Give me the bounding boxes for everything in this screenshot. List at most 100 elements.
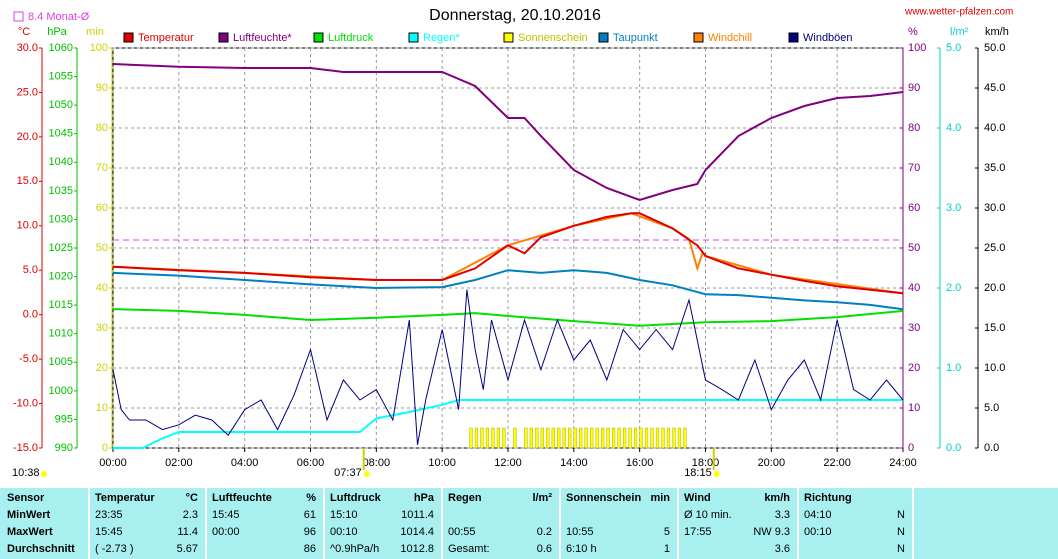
series-line (113, 399, 903, 449)
sunshine-bar (628, 427, 632, 449)
sunshine-bar (524, 427, 528, 449)
sunshine-bar (546, 427, 550, 449)
column-header: Sonnenschein (566, 492, 642, 504)
x-tick-label: 10:00 (428, 457, 456, 469)
series-line (112, 289, 904, 445)
y-tick-label: 50 (96, 242, 108, 254)
x-tick-label: 00:00 (99, 457, 127, 469)
legend-label: Luftdruck (328, 32, 374, 44)
sunshine-bar (672, 427, 676, 449)
y-tick-label: 1060 (49, 42, 73, 54)
y-tick-label: 60 (96, 202, 108, 214)
x-tick-label: 24:00 (889, 457, 917, 469)
sunshine-bar (666, 427, 671, 449)
y-tick-label: 50 (908, 242, 920, 254)
y-tick-label: 10 (908, 402, 920, 414)
y-tick-label: 80 (96, 122, 108, 134)
sunshine-bar (540, 427, 544, 449)
column-separator (441, 488, 443, 559)
cell-time: 17:55 (684, 526, 712, 538)
y-tick-label: 80 (908, 122, 920, 134)
sunshine-bar (562, 427, 566, 449)
y-tick-label: 20.0 (984, 282, 1005, 294)
sunshine-bar (485, 427, 490, 449)
y-tick-label: 90 (908, 82, 920, 94)
y-tick-label: 25.0 (17, 86, 38, 98)
cell-value: 96 (303, 526, 316, 538)
y-tick-label: 1000 (49, 385, 73, 397)
axis-unit: l/m² (950, 26, 969, 38)
y-tick-label: 20.0 (17, 131, 38, 143)
sunshine-bar (611, 427, 616, 449)
y-tick-label: 30 (908, 322, 920, 334)
y-tick-label: 5.0 (946, 42, 961, 54)
legend-marker (598, 32, 609, 43)
sunshine-bar (677, 427, 682, 449)
column-unit: l/m² (532, 492, 552, 504)
legend-label: Regen* (423, 32, 460, 44)
column-header: Wind (684, 492, 711, 504)
x-tick-label: 04:00 (231, 457, 259, 469)
y-tick-label: 100 (90, 42, 108, 54)
y-tick-label: 1050 (49, 99, 73, 111)
column-separator (797, 488, 799, 559)
y-tick-label: 1.0 (946, 362, 961, 374)
x-tick-label: 02:00 (165, 457, 193, 469)
sunshine-bar (568, 427, 572, 449)
cell-time: Ø 10 min. (684, 509, 732, 521)
y-tick-label: 1055 (49, 70, 73, 82)
row-label: Durchschnitt (7, 543, 75, 555)
sunshine-bar (644, 427, 649, 449)
column-unit: % (306, 492, 316, 504)
series-line (112, 308, 904, 327)
cell-value: 3.3 (774, 509, 790, 521)
y-tick-label: 20 (96, 362, 108, 374)
y-tick-label: 995 (55, 413, 73, 425)
sunshine-bar (595, 427, 599, 449)
y-tick-label: 1020 (49, 270, 73, 282)
month-average-marker (13, 11, 24, 22)
legend-label: Luftfeuchte* (233, 32, 292, 44)
column-separator (205, 488, 207, 559)
sunshine-bar (551, 427, 555, 449)
x-tick-label: 16:00 (626, 457, 654, 469)
cell-time: 00:00 (212, 526, 240, 538)
column-header: Richtung (804, 492, 852, 504)
sunshine-bar (496, 427, 501, 449)
sunshine-bar (633, 427, 638, 449)
y-tick-label: 10.0 (984, 362, 1005, 374)
y-tick-label: 0.0 (23, 309, 38, 321)
source: www.wetter-pfalzen.com (904, 7, 1013, 18)
day-length: 10:38 (12, 467, 40, 479)
sunshine-bar (474, 427, 479, 449)
y-tick-label: 1030 (49, 213, 73, 225)
y-tick-label: 1015 (49, 299, 73, 311)
cell-value: 5 (663, 526, 670, 538)
y-tick-label: 5.0 (23, 264, 38, 276)
sunshine-bar (529, 427, 533, 449)
stats-table: Sensor Temperatur °C Luftfeuchte% Luftdruck h… (0, 488, 1058, 559)
x-tick-label: 06:00 (297, 457, 325, 469)
sun-event-label: 18:15 (684, 467, 712, 479)
cell-value: 1014.4 (400, 526, 434, 538)
cell-value: 61 (303, 509, 316, 521)
x-tick-label: 14:00 (560, 457, 588, 469)
cell-time: 15:45 (95, 526, 123, 538)
y-tick-label: 30.0 (17, 42, 38, 54)
cell-value: N (897, 543, 905, 555)
y-tick-label: 45.0 (984, 82, 1005, 94)
row-label: MaxWert (7, 526, 53, 538)
cell-value: N (897, 526, 905, 538)
y-tick-label: 20 (908, 362, 920, 374)
x-tick-label: 22:00 (823, 457, 851, 469)
series-line (112, 212, 904, 295)
sunshine-bar (491, 427, 495, 449)
y-tick-label: 990 (55, 442, 73, 454)
cell-value: 0.6 (536, 543, 552, 555)
sunshine-bar (557, 427, 561, 449)
series-line (112, 269, 904, 311)
axis-unit: hPa (47, 26, 67, 38)
sunshine-bar (502, 427, 506, 449)
cell-time: 15:45 (212, 509, 240, 521)
sunshine-bar (661, 427, 665, 449)
